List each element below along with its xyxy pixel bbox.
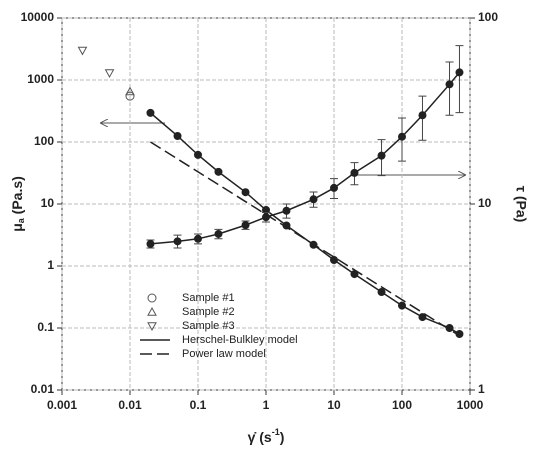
legend-symbol xyxy=(147,306,157,316)
y2-tick-label: 1 xyxy=(478,382,485,396)
model-line xyxy=(150,71,461,245)
legend-label: Sample #1 xyxy=(182,292,235,304)
y-tick-label: 1 xyxy=(47,258,54,272)
data-point xyxy=(455,330,464,339)
error-bar xyxy=(455,45,464,114)
legend-symbol xyxy=(147,293,157,303)
data-point xyxy=(104,69,115,78)
y2-tick-label: 10 xyxy=(478,196,492,210)
data-point xyxy=(377,288,386,297)
y2-tick-label: 100 xyxy=(478,10,498,24)
data-point xyxy=(214,167,223,176)
x-tick-label: 0.1 xyxy=(190,398,207,412)
error-bar xyxy=(445,61,454,116)
y-tick-label: 0.01 xyxy=(31,382,55,396)
data-point xyxy=(125,86,135,96)
x-tick-label: 0.001 xyxy=(47,398,77,412)
legend-label: Herschel-Bulkley model xyxy=(182,334,298,346)
y-tick-label: 1000 xyxy=(27,72,54,86)
x-tick-label: 100 xyxy=(392,398,412,412)
data-point xyxy=(309,240,318,249)
y-tick-label: 10 xyxy=(41,196,55,210)
data-point xyxy=(418,313,427,322)
y-axis-label: μa (Pa.s) xyxy=(9,176,27,232)
data-point xyxy=(350,270,359,279)
data-point xyxy=(282,221,291,230)
data-point xyxy=(125,91,135,101)
y2-axis-label: τ (Pa) xyxy=(513,186,529,223)
legend-symbol xyxy=(147,322,157,332)
legend-label: Power law model xyxy=(182,348,266,360)
model-line xyxy=(150,141,460,337)
data-point xyxy=(77,46,88,56)
data-point xyxy=(241,188,250,197)
x-tick-label: 10 xyxy=(327,398,341,412)
data-point xyxy=(398,301,406,310)
legend-label: Sample #3 xyxy=(182,320,235,332)
y-tick-label: 100 xyxy=(34,134,54,148)
y-tick-label: 0.1 xyxy=(37,320,54,334)
x-tick-label: 0.01 xyxy=(118,398,142,412)
data-point xyxy=(173,131,182,140)
x-tick-label: 1 xyxy=(263,398,270,412)
x-axis-label: γ̇ (s-1) xyxy=(248,427,285,444)
legend-label: Sample #2 xyxy=(182,306,235,318)
data-point xyxy=(445,324,454,332)
data-point xyxy=(330,255,338,264)
data-point xyxy=(146,108,155,117)
x-tick-label: 1000 xyxy=(457,398,484,412)
data-point xyxy=(194,150,202,159)
y-tick-label: 10000 xyxy=(21,10,55,24)
